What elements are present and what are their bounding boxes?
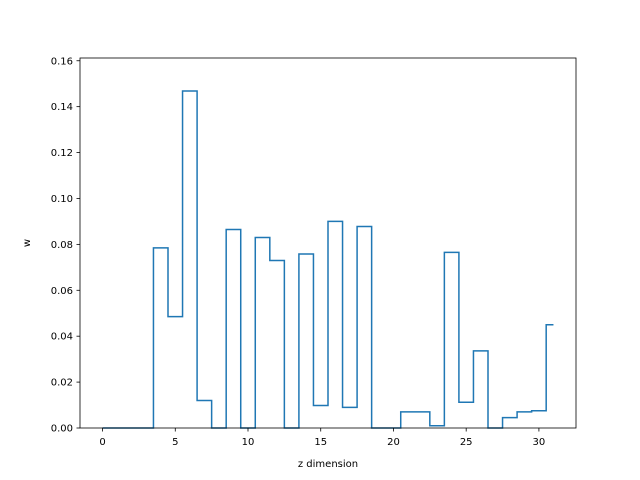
y-axis-label: w xyxy=(22,239,33,247)
y-tick-label: 0.02 xyxy=(51,378,73,389)
y-tick-label: 0.06 xyxy=(51,286,73,297)
y-tick-label: 0.00 xyxy=(51,424,73,435)
y-tick-label: 0.08 xyxy=(51,240,73,251)
y-tick-label: 0.04 xyxy=(51,332,73,343)
y-tick-label: 0.16 xyxy=(51,56,73,67)
y-ticks: 0.00 0.02 0.04 0.06 0.08 0.10 0.12 0.14 0.16 xyxy=(51,56,80,435)
y-tick-label: 0.10 xyxy=(51,194,73,205)
x-ticks: 0 5 10 15 20 25 30 xyxy=(99,428,545,448)
x-tick-label: 25 xyxy=(460,437,473,448)
x-tick-label: 15 xyxy=(314,437,327,448)
x-tick-label: 10 xyxy=(242,437,255,448)
y-tick-label: 0.14 xyxy=(51,102,73,113)
x-tick-label: 0 xyxy=(99,437,105,448)
x-tick-label: 5 xyxy=(172,437,178,448)
x-tick-label: 30 xyxy=(533,437,546,448)
x-tick-label: 20 xyxy=(387,437,400,448)
x-axis-label: z dimension xyxy=(298,459,358,470)
axes-frame xyxy=(79,57,577,429)
series-line xyxy=(102,90,554,429)
axes-layer xyxy=(79,57,577,429)
series-layer xyxy=(102,90,554,429)
y-tick-label: 0.12 xyxy=(51,148,73,159)
